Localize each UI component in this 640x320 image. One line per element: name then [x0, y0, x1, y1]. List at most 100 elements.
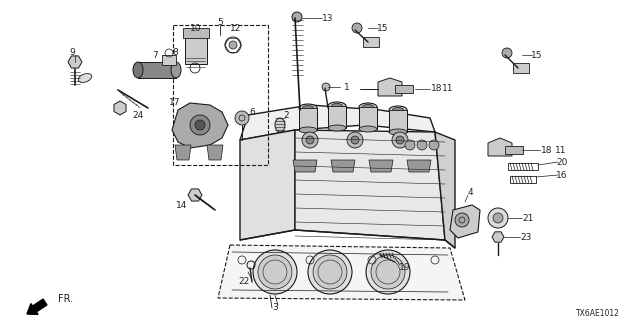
Text: FR.: FR. [58, 294, 73, 304]
Circle shape [366, 250, 410, 294]
Circle shape [258, 255, 292, 289]
Bar [389, 110, 407, 132]
Circle shape [488, 208, 508, 228]
Polygon shape [369, 160, 393, 172]
Circle shape [455, 213, 469, 227]
Polygon shape [240, 130, 295, 240]
Text: 21: 21 [522, 213, 534, 222]
Text: 10: 10 [190, 23, 202, 33]
Polygon shape [450, 205, 480, 238]
Polygon shape [68, 56, 82, 68]
Circle shape [302, 132, 318, 148]
Polygon shape [293, 160, 317, 172]
Circle shape [371, 255, 405, 289]
Text: 9: 9 [69, 47, 75, 57]
Circle shape [235, 111, 249, 125]
Circle shape [347, 132, 363, 148]
Polygon shape [492, 232, 504, 242]
Circle shape [313, 255, 347, 289]
Circle shape [229, 41, 237, 49]
Polygon shape [188, 189, 202, 201]
Text: 13: 13 [323, 13, 333, 22]
Text: 6: 6 [249, 108, 255, 116]
Ellipse shape [171, 62, 181, 78]
Circle shape [417, 140, 427, 150]
Bar [328, 106, 346, 128]
Circle shape [493, 213, 503, 223]
Circle shape [253, 250, 297, 294]
Circle shape [405, 140, 415, 150]
Text: 15: 15 [377, 23, 388, 33]
Ellipse shape [328, 102, 346, 110]
Text: 3: 3 [272, 303, 278, 313]
Text: 2: 2 [283, 110, 289, 119]
Polygon shape [207, 145, 223, 160]
Text: 12: 12 [230, 23, 242, 33]
Bar [513, 63, 529, 73]
Text: 14: 14 [176, 201, 188, 210]
Ellipse shape [332, 103, 342, 108]
Text: 11: 11 [442, 84, 454, 92]
Polygon shape [378, 78, 402, 96]
Text: 18: 18 [541, 146, 553, 155]
Circle shape [292, 12, 302, 22]
Text: 22: 22 [238, 277, 250, 286]
Polygon shape [331, 160, 355, 172]
Circle shape [352, 23, 362, 33]
Ellipse shape [299, 104, 317, 112]
Polygon shape [175, 145, 191, 160]
Text: 16: 16 [556, 171, 568, 180]
Bar [505, 146, 523, 154]
Bar [510, 176, 536, 183]
Circle shape [502, 48, 512, 58]
Text: 7: 7 [152, 51, 158, 60]
Text: 23: 23 [520, 233, 532, 242]
Circle shape [396, 136, 404, 144]
Polygon shape [488, 138, 512, 156]
Bar [299, 108, 317, 130]
Ellipse shape [133, 62, 143, 78]
Polygon shape [218, 245, 465, 300]
Text: 19: 19 [399, 263, 411, 273]
Text: 4: 4 [467, 188, 473, 196]
Polygon shape [114, 101, 126, 115]
Ellipse shape [362, 105, 374, 109]
Text: 20: 20 [556, 157, 568, 166]
Text: 15: 15 [531, 51, 543, 60]
Circle shape [308, 250, 352, 294]
Bar [138, 62, 176, 78]
Bar [173, 25, 268, 165]
Bar [363, 37, 379, 47]
Polygon shape [407, 160, 431, 172]
Ellipse shape [303, 106, 314, 110]
Ellipse shape [328, 125, 346, 131]
Polygon shape [240, 105, 435, 140]
Text: TX6AE1012: TX6AE1012 [576, 309, 620, 318]
Bar [395, 85, 413, 93]
Circle shape [429, 140, 439, 150]
Bar [359, 107, 377, 129]
Text: 18: 18 [431, 84, 443, 92]
Circle shape [190, 115, 210, 135]
Bar [183, 28, 209, 38]
Bar [162, 55, 176, 65]
Text: 8: 8 [172, 47, 178, 57]
Circle shape [306, 136, 314, 144]
Polygon shape [295, 130, 445, 240]
Text: 17: 17 [169, 98, 180, 107]
Text: 1: 1 [344, 83, 350, 92]
FancyArrow shape [27, 299, 47, 315]
Polygon shape [172, 103, 228, 148]
Text: 11: 11 [556, 146, 567, 155]
Ellipse shape [299, 127, 317, 133]
Bar [508, 163, 538, 170]
Polygon shape [435, 132, 455, 248]
Ellipse shape [359, 103, 377, 111]
Ellipse shape [275, 118, 285, 132]
Ellipse shape [389, 129, 407, 135]
Ellipse shape [392, 108, 403, 113]
Ellipse shape [389, 106, 407, 114]
Bar [185, 32, 207, 64]
Circle shape [392, 132, 408, 148]
Text: 24: 24 [132, 110, 143, 119]
